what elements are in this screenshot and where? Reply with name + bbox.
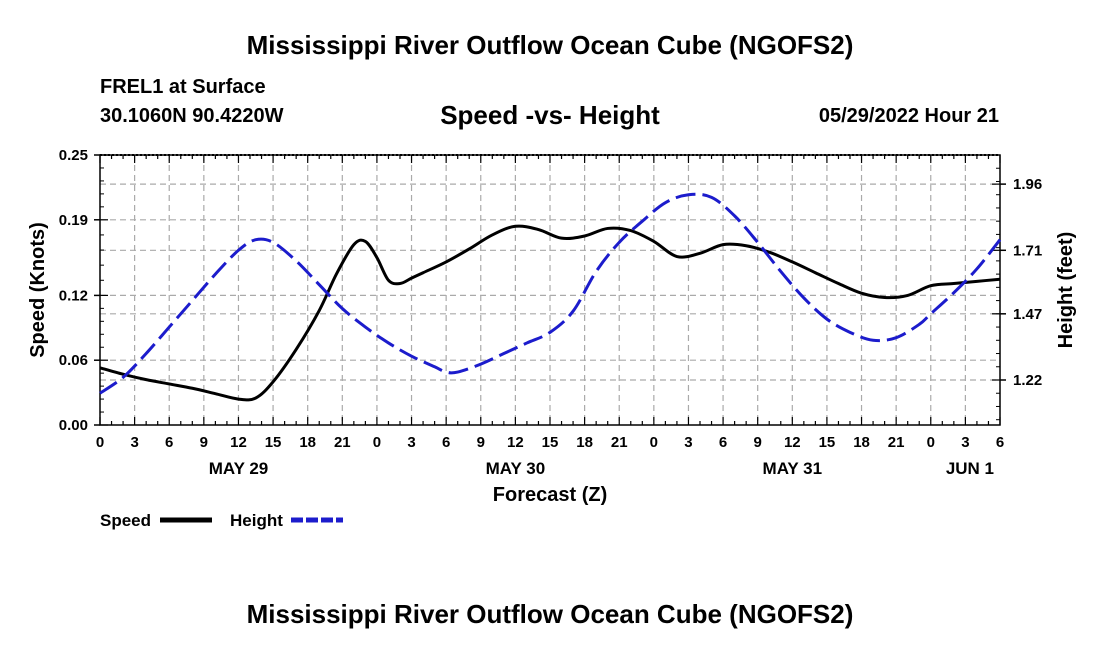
legend-speed-label: Speed [100, 511, 151, 530]
y2-axis-label: Height (feet) [1055, 232, 1077, 349]
x-tick-label: 15 [542, 434, 559, 451]
speed-series-line [99, 224, 1001, 402]
x-tick-label: 15 [265, 434, 282, 451]
y-tick-label: 0.25 [59, 147, 88, 164]
x-tick-label: 6 [719, 434, 727, 451]
main-title: Mississippi River Outflow Ocean Cube (NG… [246, 30, 854, 60]
series-layer [99, 192, 1002, 402]
x-tick-label: 6 [442, 434, 450, 451]
x-tick-label: 3 [684, 434, 692, 451]
x-axis-label: Forecast (Z) [493, 484, 607, 506]
legend: Speed Height [100, 511, 343, 530]
x-tick-label: 3 [407, 434, 415, 451]
date-label: MAY 30 [486, 459, 546, 478]
y2-tick-label: 1.96 [1013, 176, 1042, 193]
x-tick-label: 18 [299, 434, 316, 451]
date-label: MAY 31 [763, 459, 823, 478]
station-coordinates: 30.1060N 90.4220W [100, 105, 284, 127]
chart-subtitle: Speed -vs- Height [440, 100, 660, 130]
x-tick-label: 9 [477, 434, 485, 451]
y-tick-label: 0.19 [59, 212, 88, 229]
height-series-line [99, 192, 1002, 395]
y-axis-label: Speed (Knots) [27, 222, 49, 358]
x-tick-label: 0 [373, 434, 381, 451]
label-layer: 0 3 6 9 12 15 18 21 0 3 6 9 12 15 18 21 0 3 6 9 12 15 18 21 0 3 6 M… [27, 147, 1077, 506]
y-tick-label: 0.06 [59, 352, 88, 369]
x-tick-label: 15 [819, 434, 836, 451]
x-tick-label: 18 [853, 434, 870, 451]
x-tick-label: 6 [996, 434, 1004, 451]
x-tick-label: 0 [927, 434, 935, 451]
axis-layer [94, 154, 1006, 426]
x-tick-label: 3 [130, 434, 138, 451]
y-tick-label: 0.12 [59, 287, 88, 304]
y-tick-label: 0.00 [59, 417, 88, 434]
date-label: MAY 29 [209, 459, 269, 478]
x-tick-label: 0 [650, 434, 658, 451]
x-tick-label: 9 [200, 434, 208, 451]
forecast-datetime: 05/29/2022 Hour 21 [818, 105, 999, 127]
x-tick-label: 21 [611, 434, 628, 451]
station-label: FREL1 at Surface [100, 76, 266, 98]
x-tick-label: 21 [334, 434, 351, 451]
x-tick-label: 12 [784, 434, 801, 451]
y2-tick-label: 1.22 [1013, 372, 1042, 389]
x-tick-label: 6 [165, 434, 173, 451]
x-tick-label: 3 [961, 434, 969, 451]
grid-layer [100, 155, 1000, 425]
date-label: JUN 1 [946, 459, 994, 478]
x-tick-label: 12 [230, 434, 247, 451]
x-tick-label: 18 [576, 434, 593, 451]
main-title-repeat: Mississippi River Outflow Ocean Cube (NG… [246, 599, 854, 629]
x-tick-label: 21 [888, 434, 905, 451]
x-tick-label: 9 [754, 434, 762, 451]
legend-height-label: Height [230, 511, 283, 530]
y2-tick-label: 1.71 [1013, 242, 1042, 259]
x-tick-label: 0 [96, 434, 104, 451]
x-tick-label: 12 [507, 434, 524, 451]
y2-tick-label: 1.47 [1013, 306, 1042, 323]
